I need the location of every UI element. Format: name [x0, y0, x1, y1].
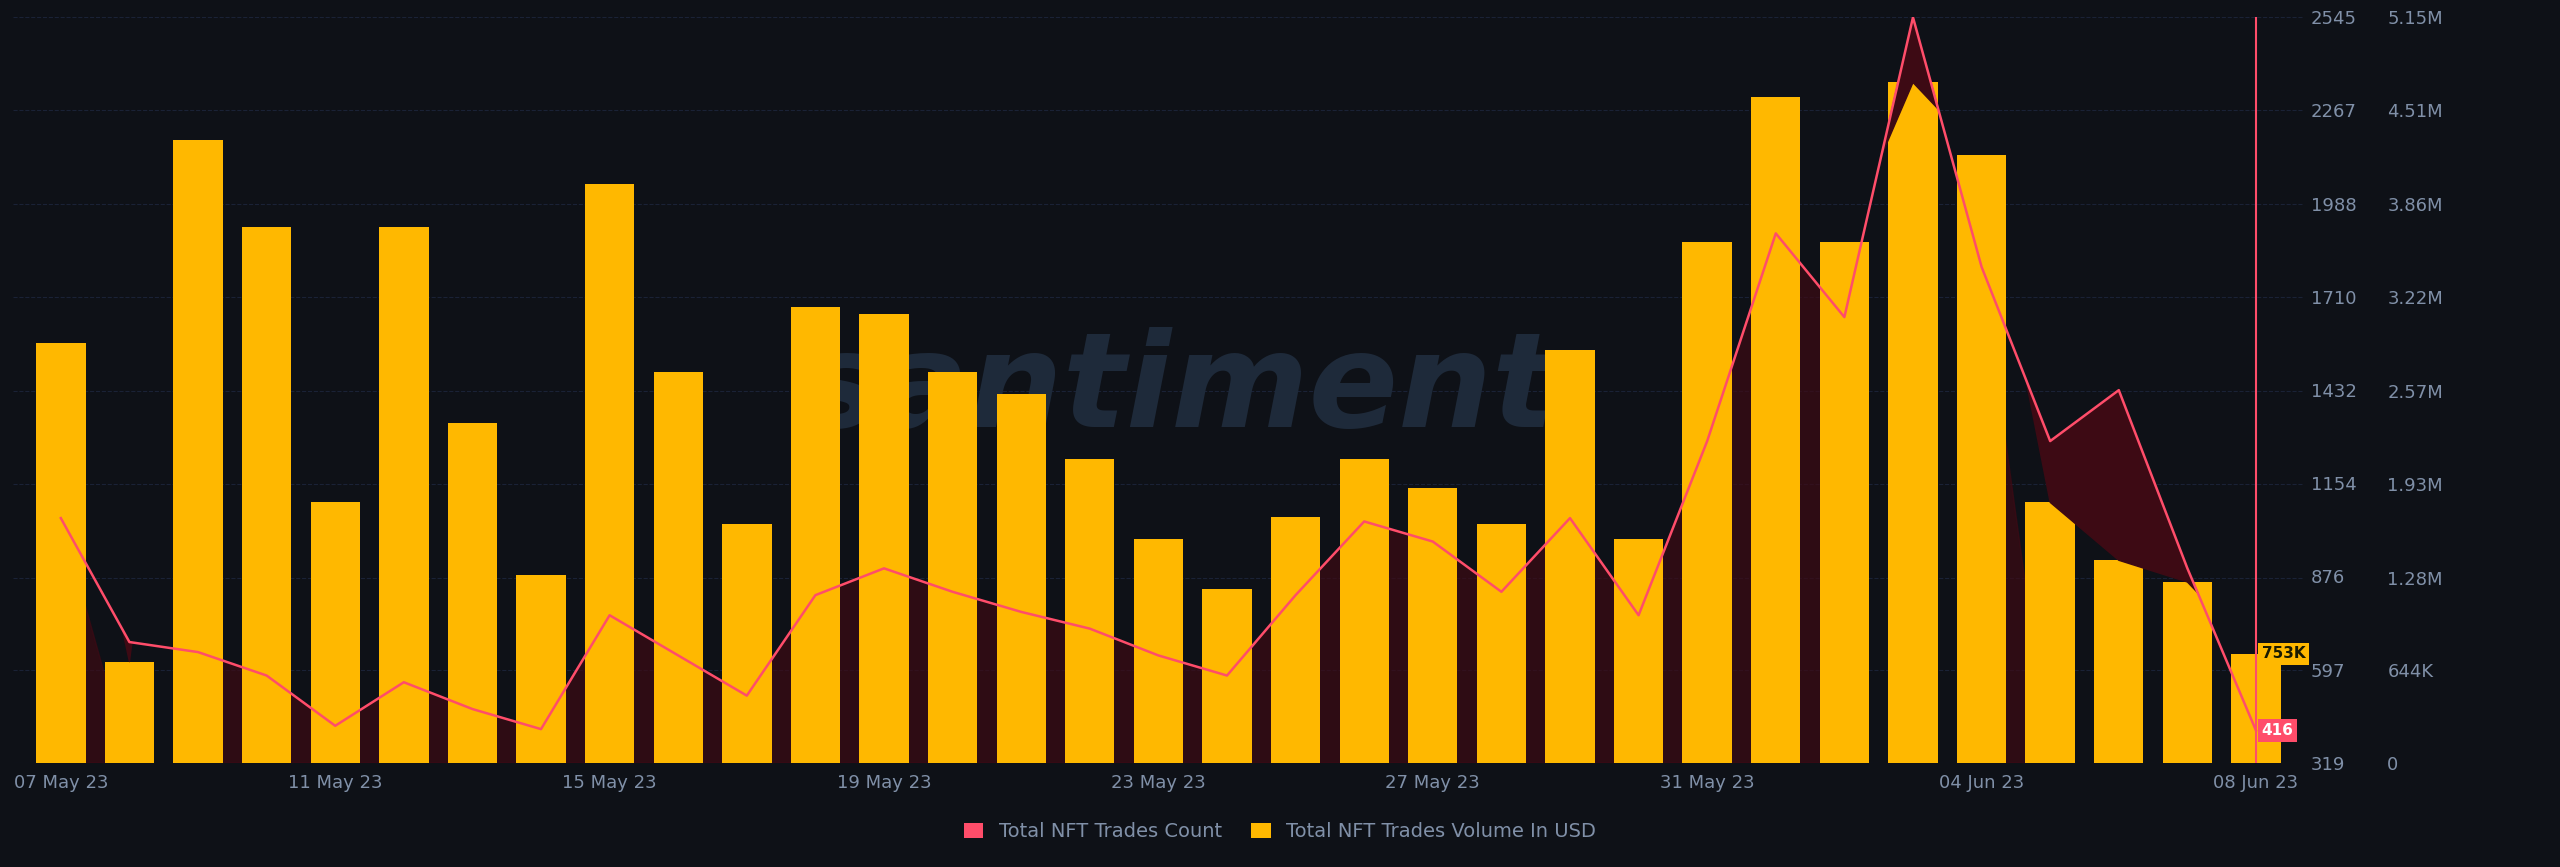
- Bar: [517, 575, 566, 763]
- Bar: [722, 524, 771, 763]
- Bar: [791, 307, 840, 763]
- Text: 416: 416: [2260, 723, 2294, 738]
- Bar: [653, 372, 704, 763]
- Bar: [174, 140, 223, 763]
- Bar: [584, 184, 635, 763]
- Bar: [1613, 538, 1664, 763]
- Text: 753K: 753K: [2260, 647, 2304, 662]
- Bar: [1339, 459, 1390, 763]
- Bar: [1065, 459, 1114, 763]
- Bar: [448, 423, 497, 763]
- Bar: [1956, 155, 2007, 763]
- Bar: [310, 502, 361, 763]
- Bar: [241, 227, 292, 763]
- Bar: [1134, 538, 1183, 763]
- Bar: [1203, 590, 1252, 763]
- Bar: [2232, 654, 2281, 763]
- Bar: [379, 227, 428, 763]
- Bar: [2094, 560, 2143, 763]
- Bar: [1270, 517, 1321, 763]
- Bar: [1682, 242, 1733, 763]
- Bar: [1477, 524, 1526, 763]
- Legend: Total NFT Trades Count, Total NFT Trades Volume In USD: Total NFT Trades Count, Total NFT Trades…: [955, 814, 1605, 849]
- Bar: [1751, 97, 1800, 763]
- Bar: [1889, 82, 1938, 763]
- Bar: [2025, 502, 2074, 763]
- Bar: [996, 394, 1047, 763]
- Bar: [105, 662, 154, 763]
- Bar: [36, 343, 84, 763]
- Bar: [1408, 488, 1457, 763]
- Bar: [1546, 350, 1595, 763]
- Bar: [1820, 242, 1869, 763]
- Bar: [927, 372, 978, 763]
- Text: santiment.: santiment.: [801, 327, 1608, 453]
- Bar: [2163, 582, 2212, 763]
- Bar: [860, 314, 909, 763]
